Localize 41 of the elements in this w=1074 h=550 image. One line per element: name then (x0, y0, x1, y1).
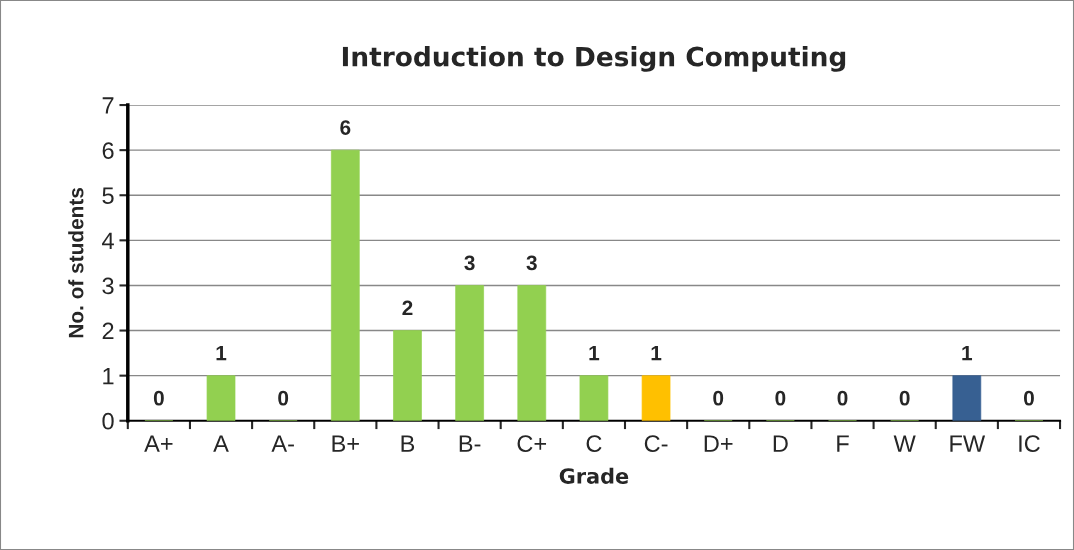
data-label: 0 (1023, 390, 1034, 406)
data-label: 0 (153, 390, 164, 406)
data-label: 0 (278, 390, 289, 406)
data-label: 1 (589, 345, 600, 361)
x-tick-label: F (837, 435, 849, 452)
x-tick-label: A- (271, 435, 294, 452)
x-tick-label: FW (950, 435, 986, 452)
x-tick-label: B- (459, 435, 481, 452)
x-tick-label: C (586, 435, 602, 452)
y-tick-label: 3 (102, 277, 114, 295)
y-tick-label: 4 (102, 232, 114, 249)
data-label: 0 (899, 390, 910, 406)
y-tick-label: 7 (102, 97, 114, 114)
chart-title: Introduction to Design Computing (342, 46, 846, 72)
data-label: 3 (526, 255, 537, 271)
data-label: 0 (713, 390, 724, 406)
y-tick-label: 2 (102, 322, 114, 340)
y-tick-label: 1 (103, 367, 114, 385)
data-label: 6 (340, 120, 351, 135)
x-axis-title: Grade (559, 467, 629, 484)
x-tick-label: A (213, 435, 229, 452)
x-tick-label: IC (1019, 435, 1040, 452)
x-tick-label: C- (644, 435, 668, 452)
data-label: 0 (837, 390, 848, 406)
data-label: 3 (464, 255, 475, 271)
x-tick-label: B (401, 435, 415, 452)
y-tick-label: 6 (102, 142, 114, 159)
y-axis-title: No. of students (68, 187, 84, 338)
x-tick-label: B+ (332, 435, 359, 452)
y-tick-label: 0 (102, 412, 114, 430)
x-tick-label: C+ (517, 435, 547, 452)
data-label: 1 (216, 345, 227, 361)
y-tick-label: 5 (102, 187, 114, 205)
data-label: 2 (402, 300, 413, 316)
x-tick-label: D+ (704, 435, 733, 452)
x-tick-label: A+ (144, 435, 173, 452)
x-tick-label: W (893, 435, 916, 452)
data-label: 0 (775, 390, 786, 406)
x-tick-label: D (773, 435, 788, 452)
data-label: 1 (651, 345, 662, 361)
data-label: 1 (962, 345, 973, 361)
